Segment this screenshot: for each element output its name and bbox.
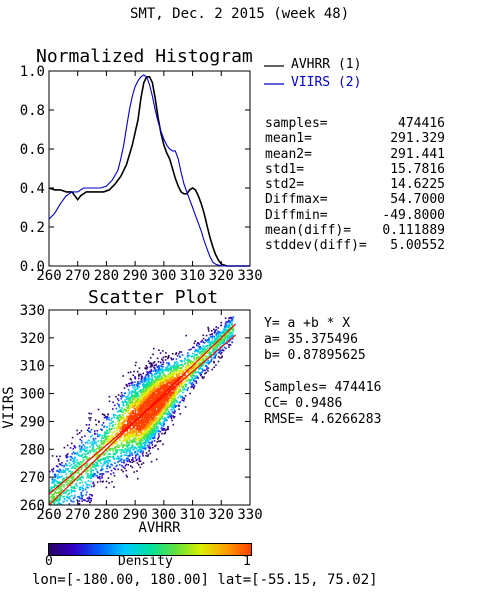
histogram-xtick-label: 280 bbox=[94, 268, 119, 284]
stats-label: mean2= bbox=[265, 146, 312, 162]
stats-value: 54.7000 bbox=[390, 192, 445, 208]
stats-value: 474416 bbox=[398, 116, 445, 131]
scatter-xtick-label: 290 bbox=[122, 507, 147, 523]
regression-b: b= 0.87895625 bbox=[264, 348, 366, 363]
scatter-ytick-label: 280 bbox=[20, 442, 45, 458]
colorbar-max-label: 1 bbox=[243, 554, 251, 569]
scatter-xtick-label: 310 bbox=[180, 507, 205, 523]
histogram-xtick-label: 320 bbox=[209, 268, 234, 284]
regression-equation: Y= a +b * X bbox=[264, 316, 351, 331]
stats-label: Diffmin= bbox=[265, 207, 328, 223]
scatter-ytick-label: 290 bbox=[20, 414, 45, 430]
footer-coordinates: lon=[-180.00, 180.00] lat=[-55.15, 75.02… bbox=[32, 572, 378, 588]
scatter-ytick-label: 330 bbox=[20, 303, 45, 319]
colorbar-min-label: 0 bbox=[45, 554, 53, 569]
scatter-ytick-label: 260 bbox=[20, 498, 45, 514]
stats-label: stddev(diff)= bbox=[265, 238, 367, 254]
stats-row: Diffmin= -49.8000 bbox=[265, 208, 445, 223]
histogram-xtick-label: 310 bbox=[180, 268, 205, 284]
regression-line bbox=[48, 334, 237, 495]
scatter-xtick-label: 320 bbox=[209, 507, 234, 523]
histogram-ytick-label: 0.8 bbox=[20, 103, 45, 119]
scatter-xlabel: AVHRR bbox=[138, 520, 181, 536]
stats-value: 15.7816 bbox=[390, 161, 445, 177]
histogram-xtick-label: 330 bbox=[237, 268, 262, 284]
histogram-ytick-label: 0.4 bbox=[20, 181, 45, 197]
stats-value: -49.8000 bbox=[382, 207, 445, 223]
scatter-xtick-label: 300 bbox=[151, 507, 176, 523]
histogram-plot: 260 270 280 290 300 310 320 330 0.0 0.2 0.4 0.6 0.8 1… bbox=[20, 64, 263, 284]
stats-label: samples= bbox=[265, 116, 328, 131]
histogram-xtick-label: 260 bbox=[36, 268, 61, 284]
scatter-ytick-label: 300 bbox=[20, 387, 45, 403]
histogram-title: Normalized Histogram bbox=[36, 46, 253, 67]
stats-block: samples= 474416 mean1= 291.329 mean2= 291.441… bbox=[265, 116, 445, 254]
scatter-frame bbox=[48, 309, 251, 506]
regression-rmse: RMSE= 4.6266283 bbox=[264, 412, 382, 427]
stats-label: std2= bbox=[265, 177, 305, 193]
stats-label: mean1= bbox=[265, 131, 312, 147]
scatter-xtick-label: 270 bbox=[65, 507, 90, 523]
stats-row: samples= 474416 bbox=[265, 116, 445, 131]
stats-row: mean1= 291.329 bbox=[265, 131, 445, 146]
density-colorbar bbox=[48, 543, 252, 556]
stats-row: Diffmax= 54.7000 bbox=[265, 192, 445, 207]
legend-avhrr-label: AVHRR (1) bbox=[291, 57, 362, 72]
stats-label: mean(diff)= bbox=[265, 223, 352, 239]
stats-value: 291.441 bbox=[390, 146, 445, 162]
scatter-xtick-label: 280 bbox=[94, 507, 119, 523]
histogram-xtick-label: 300 bbox=[151, 268, 176, 284]
stats-label: Diffmax= bbox=[265, 192, 328, 208]
page-title: SMT, Dec. 2 2015 (week 48) bbox=[130, 6, 350, 22]
density-cloud bbox=[49, 316, 235, 505]
legend-viirs-label: VIIRS (2) bbox=[291, 75, 362, 90]
stats-row: mean2= 291.441 bbox=[265, 147, 445, 162]
histogram-legend bbox=[264, 65, 284, 85]
regression-a: a= 35.375496 bbox=[264, 332, 358, 347]
series-avhrr-line bbox=[48, 76, 250, 267]
histogram-xtick-label: 290 bbox=[122, 268, 147, 284]
stats-row: std1= 15.7816 bbox=[265, 162, 445, 177]
scatter-ytick-label: 320 bbox=[20, 331, 45, 347]
scatter-ylabel: VIIRS bbox=[1, 386, 17, 428]
regression-samples: Samples= 474416 bbox=[264, 380, 382, 395]
stats-row: stddev(diff)= 5.00552 bbox=[265, 238, 445, 253]
histogram-xtick-label: 270 bbox=[65, 268, 90, 284]
scatter-xtick-label: 260 bbox=[36, 507, 61, 523]
stats-label: std1= bbox=[265, 161, 305, 177]
histogram-ytick-label: 0.0 bbox=[20, 259, 45, 275]
series-viirs-line bbox=[48, 74, 250, 267]
stats-row: mean(diff)= 0.111889 bbox=[265, 223, 445, 238]
scatter-ytick-label: 270 bbox=[20, 470, 45, 486]
histogram-ytick-label: 0.2 bbox=[20, 220, 45, 236]
regression-cc: CC= 0.9486 bbox=[264, 396, 343, 411]
scatter-ytick-label: 310 bbox=[20, 359, 45, 375]
scatter-title: Scatter Plot bbox=[88, 287, 219, 308]
stats-value: 5.00552 bbox=[390, 238, 445, 254]
histogram-ytick-label: 1.0 bbox=[20, 64, 45, 80]
stats-value: 291.329 bbox=[390, 131, 445, 147]
histogram-ytick-label: 0.6 bbox=[20, 142, 45, 158]
stats-row: std2= 14.6225 bbox=[265, 177, 445, 192]
scatter-xtick-label: 330 bbox=[237, 507, 262, 523]
colorbar-label: Density bbox=[118, 554, 173, 569]
scatter-plot: 260 270 280 290 300 310 320 3302602702802903003… bbox=[1, 303, 263, 536]
histogram-frame bbox=[48, 70, 251, 267]
stats-value: 14.6225 bbox=[390, 177, 445, 193]
regression-block: Y= a +b * X a= 35.375496 b= 0.87895625 S… bbox=[264, 316, 381, 427]
stats-value: 0.111889 bbox=[382, 223, 445, 239]
